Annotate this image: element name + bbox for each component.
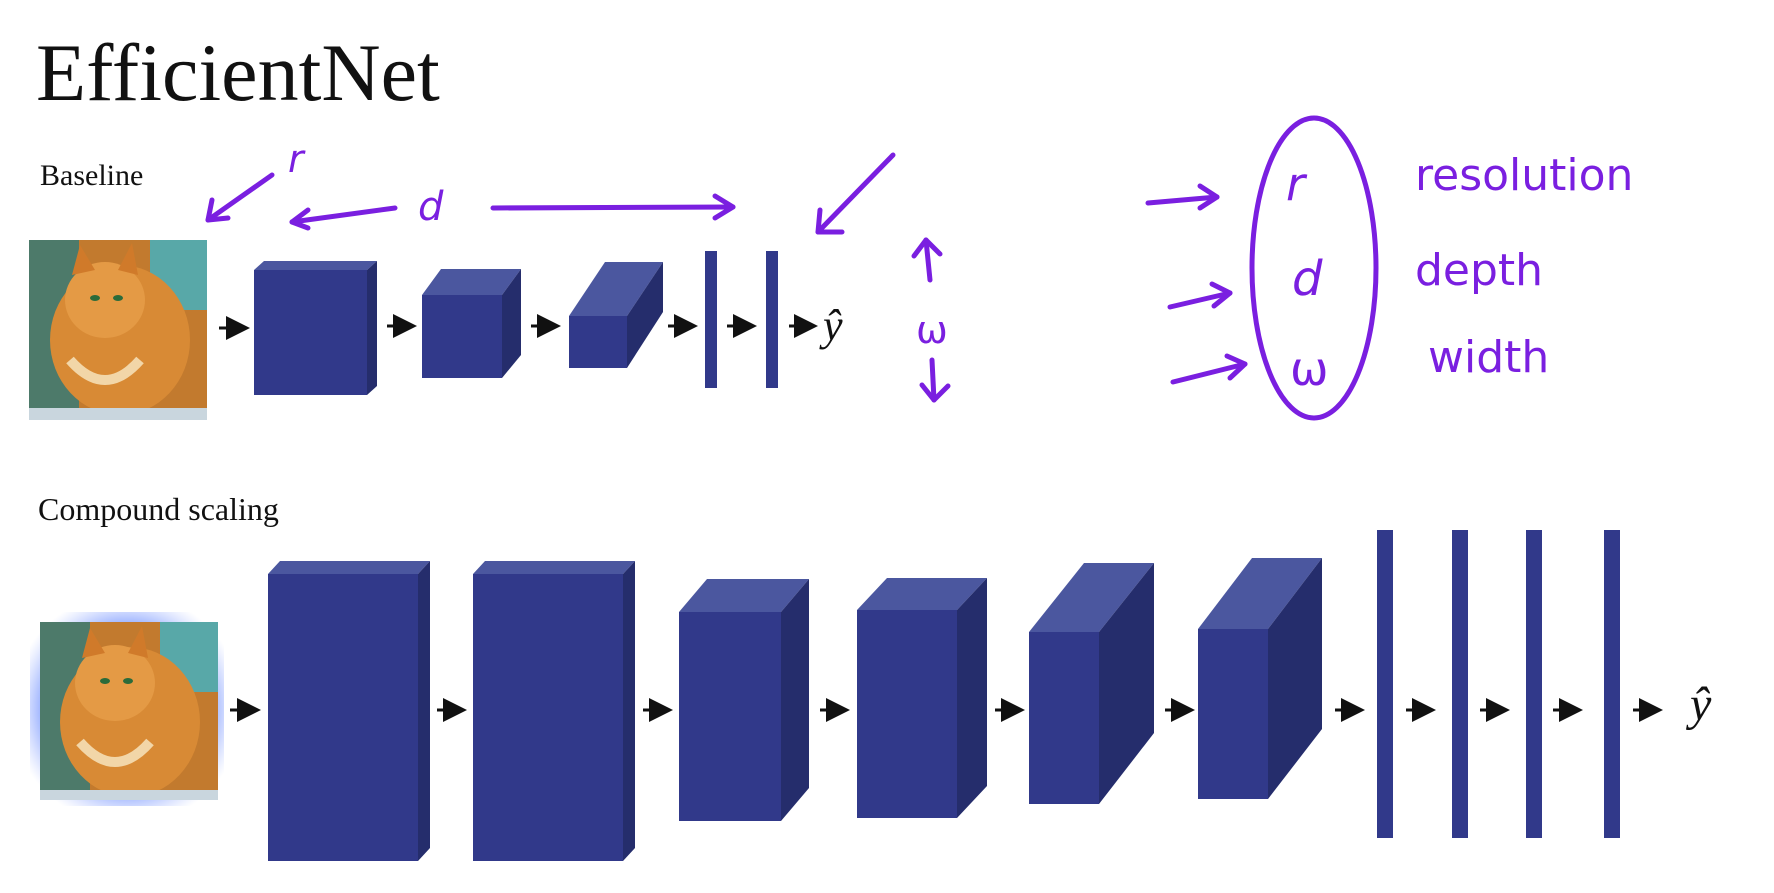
width-arrow-up (923, 237, 933, 283)
compound-fc-layer-4 (1604, 530, 1620, 838)
legend-arrow-w (1170, 361, 1248, 385)
annotation-w: ω (916, 308, 948, 352)
baseline-block-3 (569, 262, 663, 368)
slide-title: EfficientNet (36, 27, 440, 118)
compound-scaling-label: Compound scaling (38, 491, 279, 527)
legend-arrow-d (1167, 290, 1233, 310)
handwritten-annotations: r d ω (205, 137, 951, 403)
annotation-d: d (418, 184, 444, 230)
baseline-block-2 (422, 269, 521, 378)
width-arrow-down (929, 357, 937, 403)
depth-arrow-left (289, 205, 398, 225)
legend-symbol-w: ω (1290, 342, 1329, 396)
legend-word-resolution: resolution (1415, 150, 1633, 201)
compound-block-2 (473, 561, 635, 861)
compound-fc-layer-1 (1377, 530, 1393, 838)
compound-block-5 (1029, 563, 1154, 804)
compound-input-image (40, 622, 218, 800)
compound-block-3 (679, 579, 809, 821)
depth-arrow-right (490, 204, 736, 211)
baseline-block-1 (254, 261, 377, 395)
legend-symbol-r: r (1286, 157, 1308, 211)
legend-arrow-r (1145, 194, 1220, 206)
compound-block-1 (268, 561, 430, 861)
legend-symbol-d: d (1292, 251, 1323, 307)
compound-block-6 (1198, 558, 1322, 799)
baseline-fc-layer-2 (766, 251, 778, 388)
scaling-legend: r d ω resolution depth width (1145, 115, 1633, 421)
compound-fc-layer-2 (1452, 530, 1468, 838)
legend-ellipse (1249, 115, 1379, 421)
compound-output-yhat: ŷ (1685, 678, 1712, 731)
annotation-r: r (288, 137, 306, 181)
legend-word-depth: depth (1415, 245, 1543, 296)
baseline-fc-layer-1 (705, 251, 717, 388)
resolution-arrow (205, 172, 275, 223)
layers-arrow (815, 152, 896, 235)
compound-fc-layer-3 (1526, 530, 1542, 838)
baseline-input-image (29, 240, 207, 420)
legend-word-width: width (1428, 332, 1549, 383)
baseline-label: Baseline (40, 159, 143, 192)
compound-block-4 (857, 578, 987, 818)
baseline-output-yhat: ŷ (819, 301, 843, 350)
